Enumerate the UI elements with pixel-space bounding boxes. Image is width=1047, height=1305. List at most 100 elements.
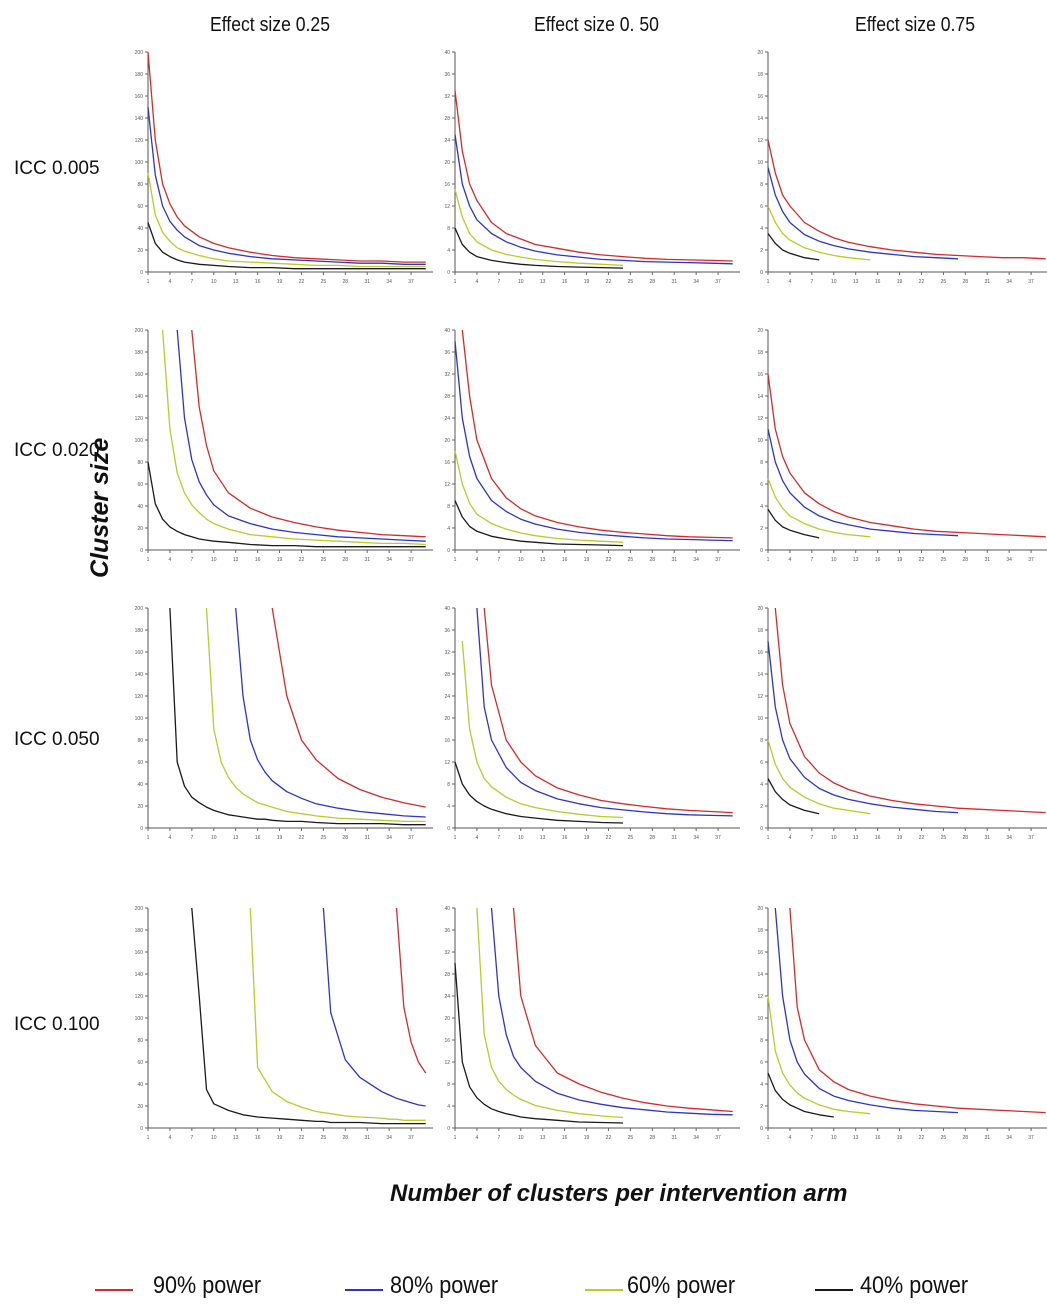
x-tick-label: 25 [628, 557, 634, 563]
y-tick-label: 0 [140, 1126, 143, 1132]
series-line-80 [322, 907, 426, 1107]
x-tick-label: 7 [190, 557, 193, 563]
y-tick-label: 160 [135, 372, 144, 378]
x-tick-label: 37 [715, 835, 721, 841]
x-tick-label: 13 [853, 835, 859, 841]
y-tick-label: 20 [137, 804, 143, 810]
x-tick-label: 13 [233, 557, 239, 563]
y-tick-label: 18 [757, 350, 763, 356]
x-tick-label: 19 [277, 279, 283, 285]
x-tick-label: 31 [364, 557, 370, 563]
series-line-90 [767, 139, 1046, 260]
x-tick-label: 22 [919, 1135, 925, 1141]
x-tick-label: 34 [1006, 835, 1012, 841]
legend-label-90: 90% power [153, 1272, 262, 1299]
x-tick-label: 16 [562, 557, 568, 563]
y-tick-label: 40 [444, 606, 450, 612]
x-tick-label: 22 [606, 835, 612, 841]
y-tick-label: 180 [135, 350, 144, 356]
x-tick-label: 16 [875, 557, 881, 563]
x-tick-label: 22 [606, 279, 612, 285]
x-tick-label: 28 [343, 557, 349, 563]
series-line-40 [767, 1072, 834, 1118]
series-line-80 [454, 340, 733, 542]
x-tick-label: 22 [606, 557, 612, 563]
x-tick-label: 7 [497, 557, 500, 563]
legend-label-40: 40% power [860, 1272, 969, 1299]
legend-swatch-80 [345, 1289, 383, 1291]
y-tick-label: 28 [444, 394, 450, 400]
x-tick-label: 4 [476, 835, 479, 841]
x-tick-label: 37 [408, 1135, 414, 1141]
y-tick-label: 8 [447, 226, 450, 232]
x-tick-label: 16 [875, 279, 881, 285]
y-tick-label: 20 [444, 716, 450, 722]
y-tick-label: 60 [137, 204, 143, 210]
x-tick-label: 1 [767, 835, 770, 841]
series-line-60 [767, 205, 871, 261]
x-tick-label: 16 [255, 1135, 261, 1141]
x-tick-label: 34 [1006, 1135, 1012, 1141]
series-line-60 [476, 907, 624, 1119]
x-tick-label: 7 [810, 835, 813, 841]
x-tick-label: 16 [255, 835, 261, 841]
x-tick-label: 28 [963, 1135, 969, 1141]
y-tick-label: 12 [757, 138, 763, 144]
y-tick-label: 0 [140, 270, 143, 276]
x-tick-label: 28 [963, 279, 969, 285]
y-tick-label: 0 [760, 826, 763, 832]
series-line-90 [483, 607, 733, 814]
y-tick-label: 60 [137, 482, 143, 488]
y-tick-label: 16 [757, 650, 763, 656]
panel-1-1: 0 4 8 12 16 20 24 28 32 36 40 1 4 7 10 13 16 19 22 25 28 31 34… [444, 328, 740, 563]
x-tick-label: 28 [650, 1135, 656, 1141]
x-tick-label: 4 [169, 557, 172, 563]
y-tick-label: 40 [444, 328, 450, 334]
y-tick-label: 32 [444, 950, 450, 956]
legend-swatch-90 [95, 1289, 133, 1291]
x-tick-label: 34 [693, 835, 699, 841]
x-tick-label: 31 [364, 279, 370, 285]
series-line-40 [454, 227, 624, 269]
y-tick-label: 100 [135, 160, 144, 166]
series-line-90 [454, 90, 733, 262]
x-tick-label: 22 [299, 557, 305, 563]
x-tick-label: 28 [343, 279, 349, 285]
x-tick-label: 16 [875, 1135, 881, 1141]
series-line-40 [767, 778, 820, 815]
x-tick-label: 10 [518, 279, 524, 285]
y-tick-label: 180 [135, 928, 144, 934]
y-tick-label: 40 [444, 906, 450, 912]
x-tick-label: 7 [810, 557, 813, 563]
y-tick-label: 0 [447, 1126, 450, 1132]
y-tick-label: 180 [135, 628, 144, 634]
y-tick-label: 20 [757, 606, 763, 612]
x-tick-label: 34 [693, 279, 699, 285]
series-line-90 [767, 373, 1046, 538]
y-tick-label: 36 [444, 72, 450, 78]
x-tick-label: 7 [497, 279, 500, 285]
y-tick-label: 60 [137, 1060, 143, 1066]
y-tick-label: 18 [757, 628, 763, 634]
x-tick-label: 10 [831, 1135, 837, 1141]
x-tick-label: 37 [1028, 1135, 1034, 1141]
y-tick-label: 8 [447, 782, 450, 788]
x-tick-label: 31 [984, 557, 990, 563]
series-line-40 [191, 907, 426, 1125]
series-line-80 [767, 167, 959, 260]
x-tick-label: 28 [650, 835, 656, 841]
y-tick-label: 0 [447, 270, 450, 276]
x-tick-label: 4 [789, 279, 792, 285]
y-tick-label: 10 [757, 1016, 763, 1022]
x-tick-label: 31 [364, 835, 370, 841]
x-tick-label: 19 [584, 835, 590, 841]
y-tick-label: 18 [757, 72, 763, 78]
x-tick-label: 10 [518, 1135, 524, 1141]
x-tick-label: 37 [715, 279, 721, 285]
y-tick-label: 20 [757, 328, 763, 334]
x-tick-label: 28 [343, 1135, 349, 1141]
panel-1-0: 0 20 40 60 80 100 120 140 160 180 200 1 4 7 10 13 16 19 22… [135, 328, 433, 563]
y-tick-label: 24 [444, 694, 450, 700]
